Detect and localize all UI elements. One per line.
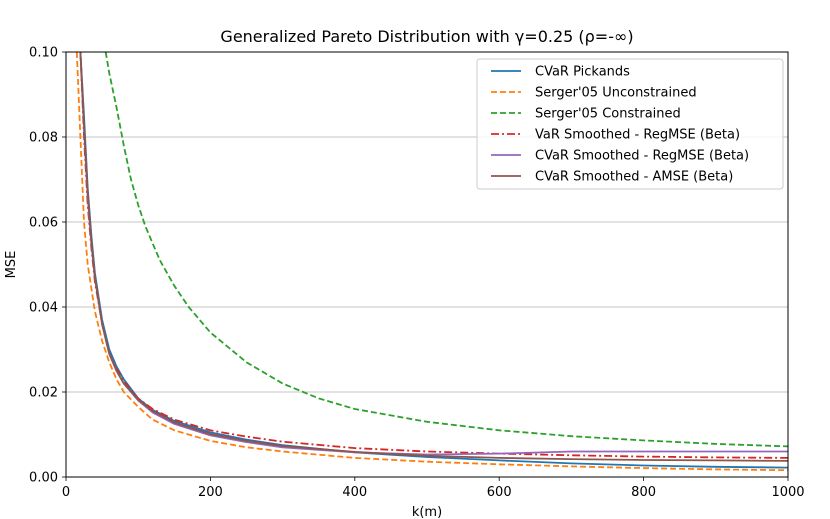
y-axis-ticks: 0.00 0.02 0.04 0.06 0.08 0.10: [29, 46, 66, 486]
legend-entry-label: VaR Smoothed - RegMSE (Beta): [535, 128, 740, 143]
legend: CVaR Pickands Serger'05 Unconstrained Serg…: [476, 58, 784, 190]
y-tick-label: 0.02: [29, 386, 58, 401]
legend-entry-label: Serger'05 Constrained: [535, 107, 681, 122]
chart-title: Generalized Pareto Distribution with γ=0…: [220, 27, 633, 46]
series-lines: [75, 52, 788, 472]
y-axis-label: MSE: [4, 251, 19, 279]
y-tick-label: 0.04: [29, 301, 58, 316]
legend-entry-label: Serger'05 Unconstrained: [535, 86, 697, 101]
x-tick-label: 600: [487, 485, 512, 500]
series-line: [104, 52, 788, 448]
legend-entry-label: CVaR Smoothed - AMSE (Beta): [535, 170, 733, 185]
legend-entry-label: CVaR Smoothed - RegMSE (Beta): [535, 149, 749, 164]
y-tick-label: 0.08: [29, 131, 58, 146]
y-tick-label: 0.10: [29, 46, 58, 61]
x-tick-label: 800: [631, 485, 656, 500]
series-line: [79, 52, 788, 462]
x-tick-label: 0: [62, 485, 70, 500]
plot-frame: [65, 51, 789, 478]
x-tick-label: 1000: [771, 485, 804, 500]
series-line: [75, 52, 788, 472]
x-tick-label: 200: [198, 485, 223, 500]
y-tick-label: 0.06: [29, 216, 58, 231]
legend-box: [476, 58, 784, 190]
x-axis-label: k(m): [412, 505, 442, 519]
y-tick-label: 0.00: [29, 471, 58, 486]
x-tick-label: 400: [342, 485, 367, 500]
x-axis-ticks: 0 200 400 600 800 1000: [62, 477, 805, 500]
legend-entry-label: CVaR Pickands: [535, 65, 630, 80]
